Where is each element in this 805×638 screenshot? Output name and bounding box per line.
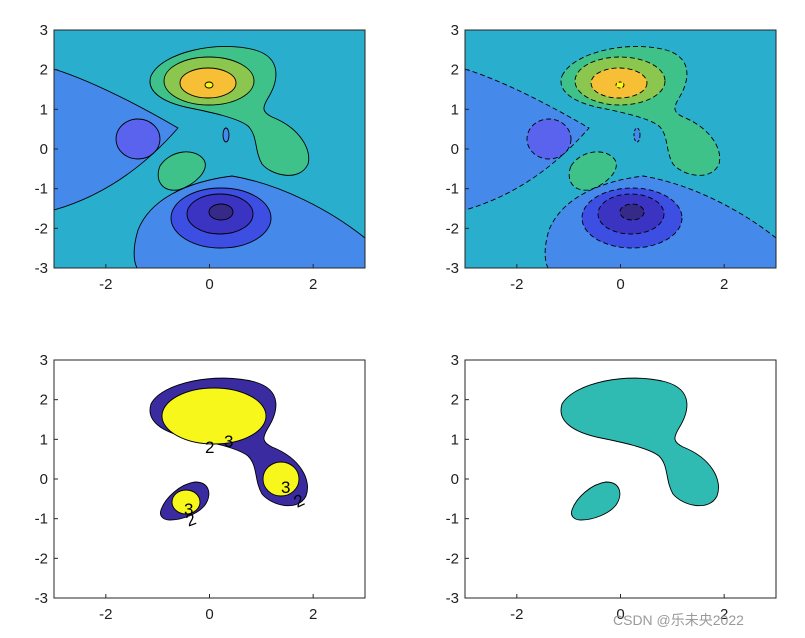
contour-label: 3 [184,500,193,519]
y-tick-label: 0 [451,141,459,158]
x-tick-label: 0 [616,276,624,293]
y-tick-label: -2 [446,550,459,567]
contour-label: 3 [281,478,290,497]
y-tick-label: 3 [451,22,459,39]
x-tick-label: 2 [309,276,317,293]
contour-regions-bottom-left [149,377,308,521]
y-tick-label: 2 [451,392,459,409]
y-tick-label: 0 [40,141,48,158]
y-tick-label: -1 [35,511,48,528]
y-tick-label: -3 [35,260,48,277]
axis-ticks-bottom-right: -2 0 2 3 2 1 0 -1 -2 -3 [446,352,729,623]
y-tick-label: 0 [451,471,459,488]
contour-label: 3 [224,432,233,451]
x-tick-label: 2 [309,606,317,623]
axis-ticks-top-right: -2 0 2 3 2 1 0 -1 -2 -3 [446,22,729,293]
contour-label: 2 [205,438,214,457]
y-tick-label: -2 [35,550,48,567]
contour-fill-top-right [465,30,776,268]
subplot-top-left: -2 0 2 3 2 1 0 -1 -2 -3 [35,22,366,293]
x-tick-label: 2 [720,276,728,293]
contour-fill-top-left [54,30,365,268]
watermark: CSDN @乐未央2022 [613,612,744,628]
y-tick-label: 2 [40,62,48,79]
x-tick-label: 0 [205,606,213,623]
x-tick-label: -2 [510,606,523,623]
y-tick-label: 3 [40,22,48,39]
x-tick-label: -2 [510,276,523,293]
y-tick-label: 3 [451,352,459,369]
contour-regions-bottom-right [560,377,719,521]
y-tick-label: -3 [446,260,459,277]
x-tick-label: 2 [720,606,728,623]
y-tick-label: -1 [446,511,459,528]
y-tick-label: 3 [40,352,48,369]
y-tick-label: -2 [446,220,459,237]
x-tick-label: 0 [616,606,624,623]
y-tick-label: 2 [40,392,48,409]
y-tick-label: 2 [451,62,459,79]
x-tick-label: 0 [205,276,213,293]
axis-ticks-top-left: -2 0 2 3 2 1 0 -1 -2 -3 [35,22,318,293]
y-tick-label: -1 [446,181,459,198]
y-tick-label: 1 [40,431,48,448]
x-tick-label: -2 [99,606,112,623]
y-tick-label: 1 [451,101,459,118]
y-tick-label: 0 [40,471,48,488]
y-tick-label: -2 [35,220,48,237]
y-tick-label: 1 [451,431,459,448]
subplot-bottom-right: -2 0 2 3 2 1 0 -1 -2 -3 [446,352,777,623]
x-tick-label: -2 [99,276,112,293]
y-tick-label: -3 [35,590,48,607]
y-tick-label: -1 [35,181,48,198]
subplot-top-right: -2 0 2 3 2 1 0 -1 -2 -3 [446,22,777,293]
y-tick-label: 1 [40,101,48,118]
y-tick-label: -3 [446,590,459,607]
